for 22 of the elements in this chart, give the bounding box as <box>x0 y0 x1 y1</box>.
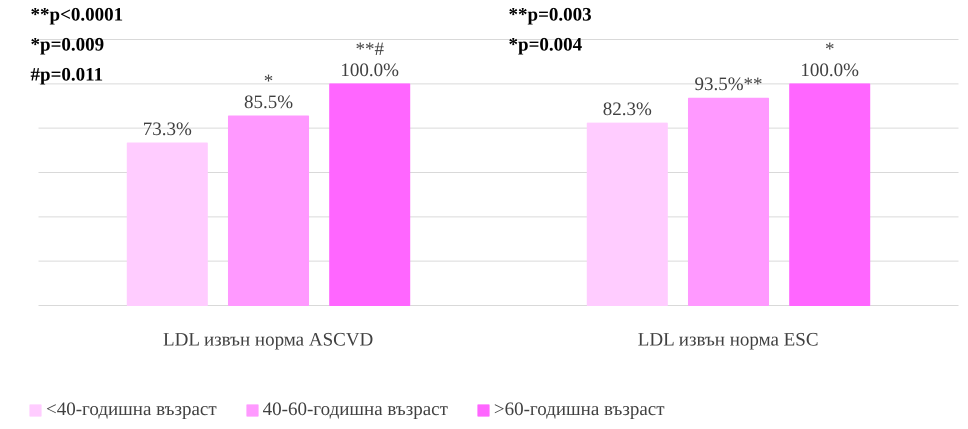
bar <box>329 83 410 306</box>
text: **p=0.003 <box>508 4 592 26</box>
text: **p<0.0001 <box>30 4 124 26</box>
annotation: *p=0.004 <box>508 34 583 56</box>
bar <box>126 142 208 306</box>
annotation: *p=0.009 <box>30 34 104 56</box>
bar <box>789 83 870 306</box>
data-label: * 85.5% <box>244 70 294 113</box>
bar <box>688 98 770 306</box>
bar <box>586 122 668 306</box>
data-label: 82.3% <box>602 99 652 120</box>
x-tick-label: LDL извън норма ASCVD <box>163 330 374 350</box>
legend-label: >60-годишна възраст <box>494 399 665 421</box>
data-label: 93.5%** <box>694 74 763 96</box>
legend-label: 40-60-годишна възраст <box>262 399 448 421</box>
legend-label: <40-годишна възраст <box>46 399 217 421</box>
data-label: * 100.0% <box>800 38 860 81</box>
data-label: **# 100.0% <box>340 38 400 81</box>
annotation: #p=0.011 <box>30 64 104 86</box>
bar <box>228 115 310 306</box>
data-label: 73.3% <box>142 119 192 140</box>
x-tick-label: LDL извън норма ESC <box>638 330 819 350</box>
